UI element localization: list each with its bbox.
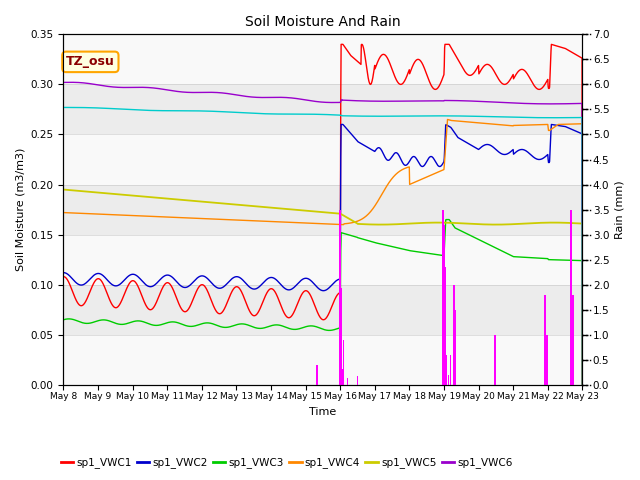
Bar <box>63 235 582 285</box>
Bar <box>63 335 582 385</box>
X-axis label: Time: Time <box>309 407 337 417</box>
Bar <box>63 35 582 84</box>
Legend: sp1_VWC7, sp1_Rain: sp1_VWC7, sp1_Rain <box>56 475 204 480</box>
Bar <box>63 134 582 184</box>
Bar <box>63 285 582 335</box>
Y-axis label: Soil Moisture (m3/m3): Soil Moisture (m3/m3) <box>15 148 25 271</box>
Title: Soil Moisture And Rain: Soil Moisture And Rain <box>245 15 401 29</box>
Bar <box>63 84 582 134</box>
Legend: sp1_VWC1, sp1_VWC2, sp1_VWC3, sp1_VWC4, sp1_VWC5, sp1_VWC6: sp1_VWC1, sp1_VWC2, sp1_VWC3, sp1_VWC4, … <box>56 453 516 472</box>
Bar <box>63 184 582 235</box>
Y-axis label: Rain (mm): Rain (mm) <box>615 180 625 239</box>
Text: TZ_osu: TZ_osu <box>66 55 115 68</box>
